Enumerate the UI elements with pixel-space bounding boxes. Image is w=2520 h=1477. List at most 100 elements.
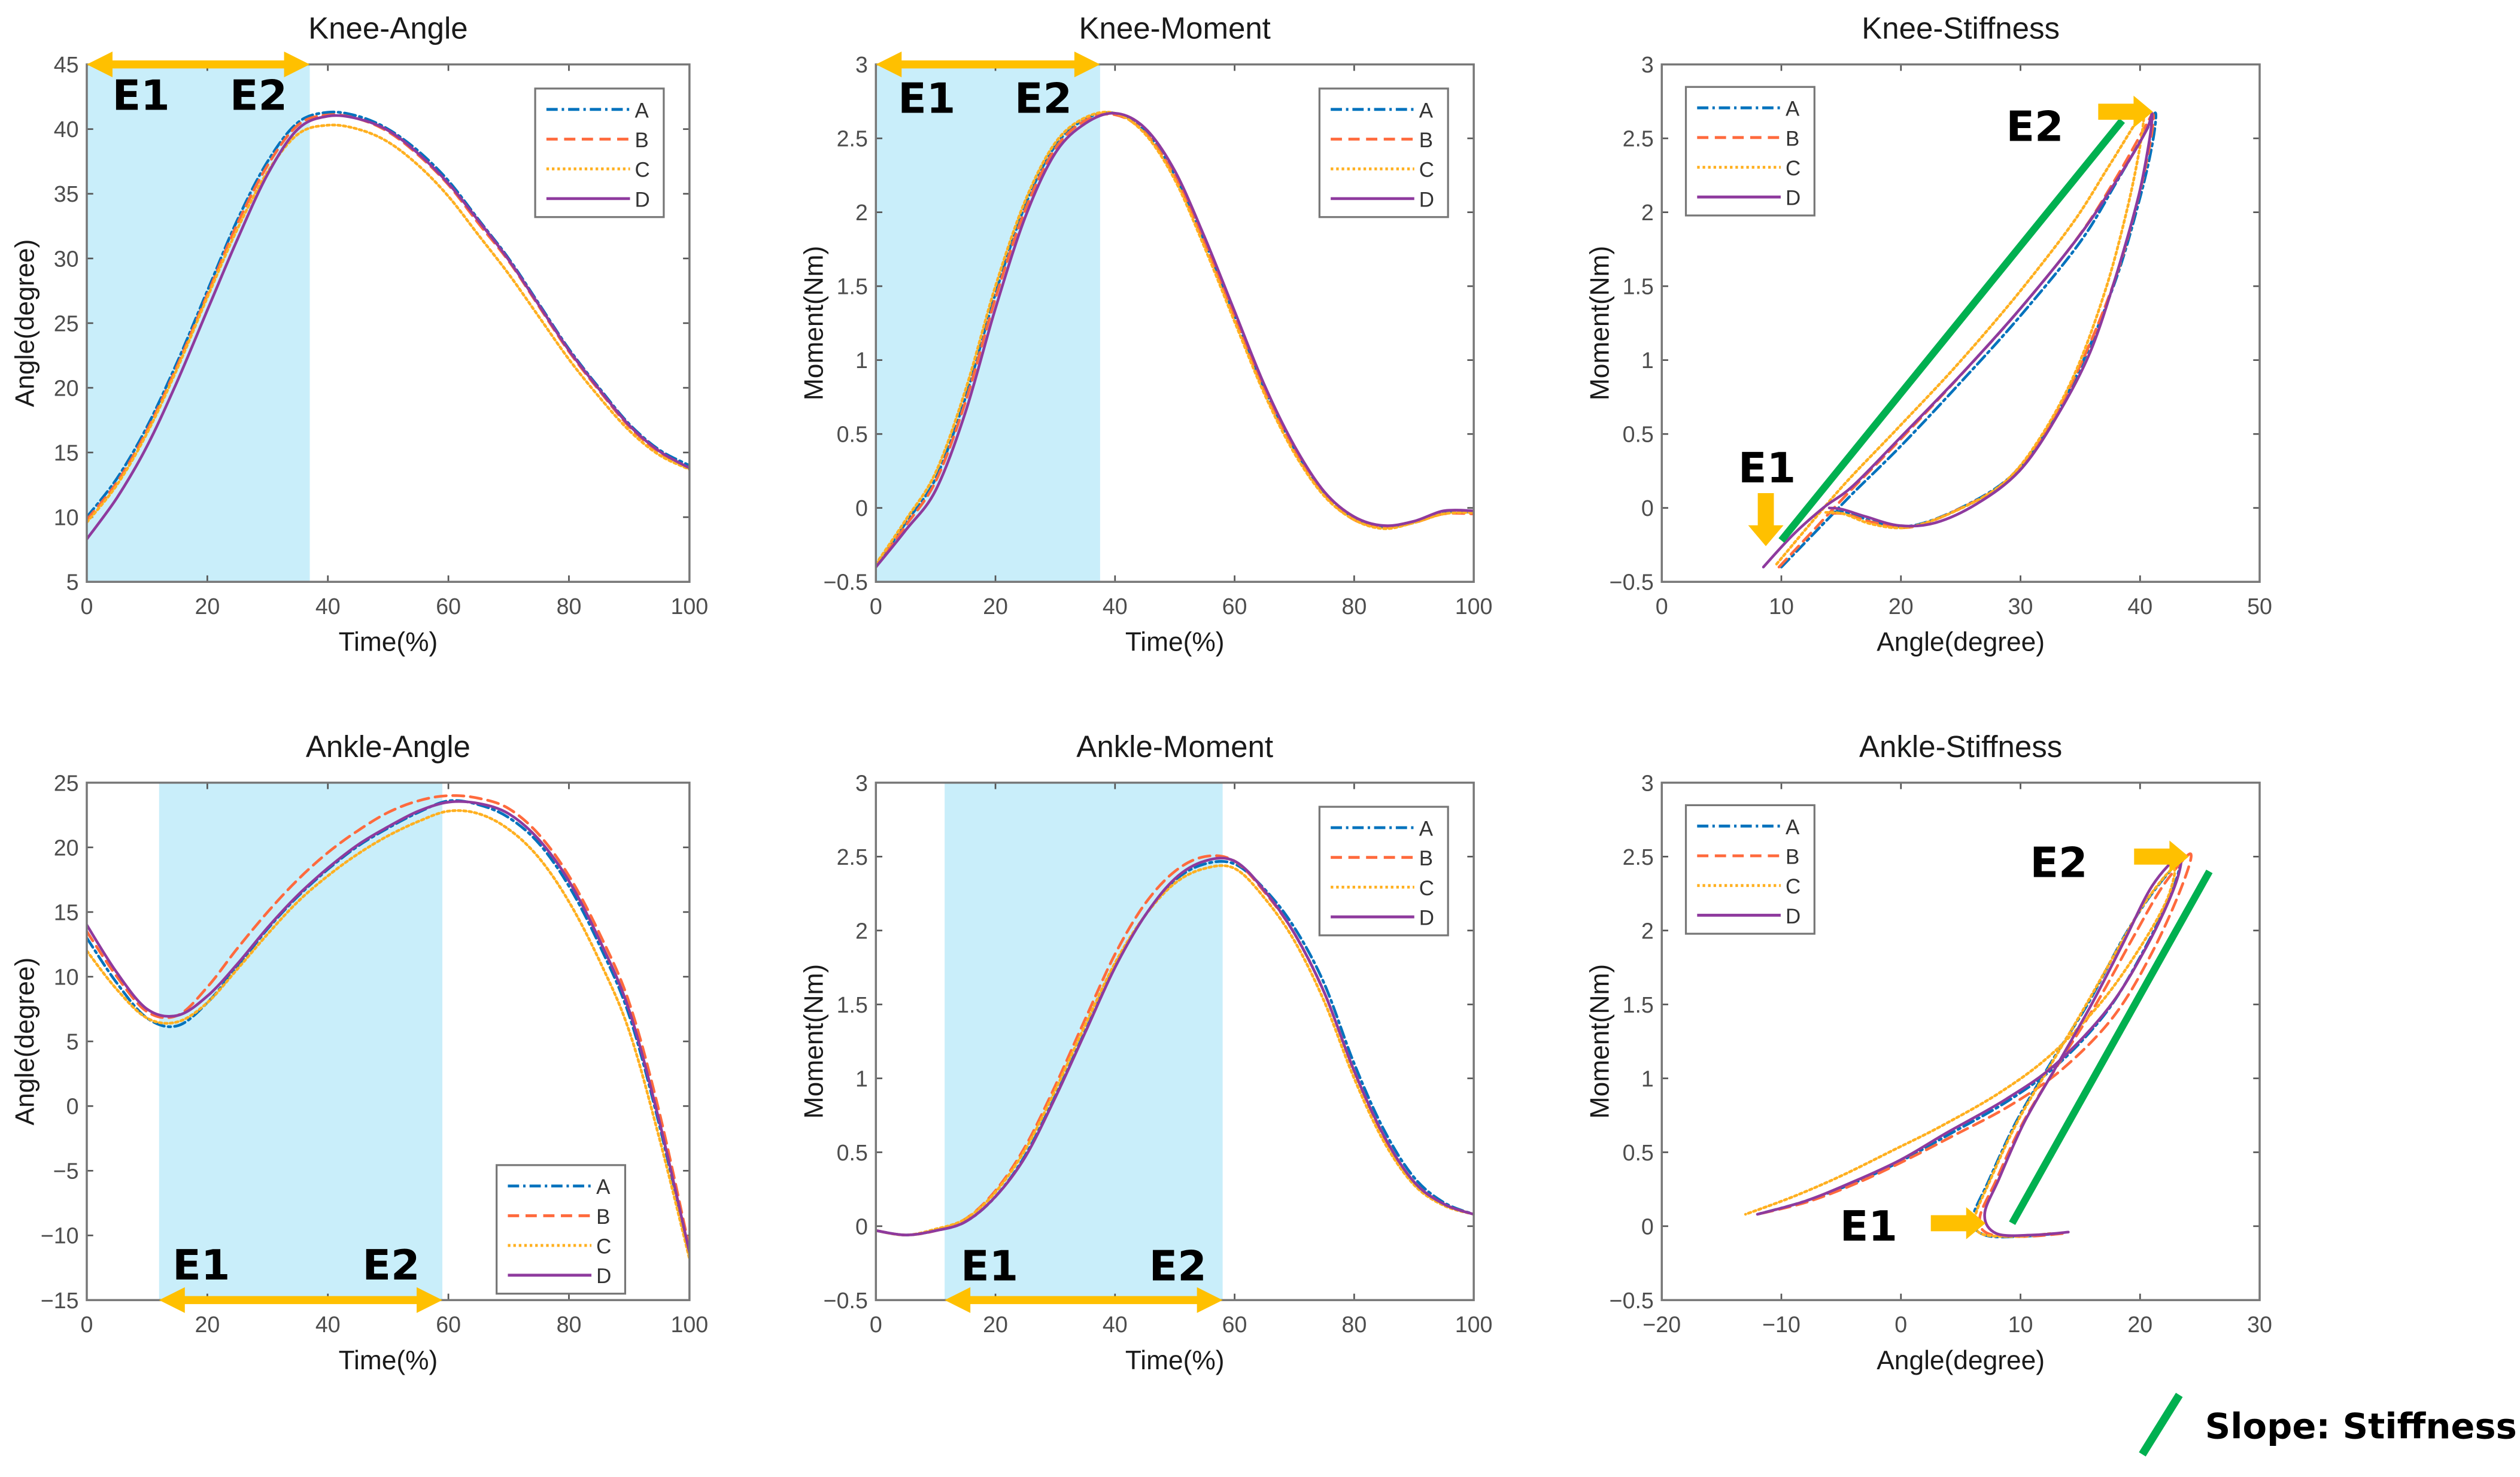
y-tick-label: 3 bbox=[855, 52, 868, 77]
y-tick-label: −0.5 bbox=[1610, 570, 1654, 595]
legend-label-a: A bbox=[635, 99, 649, 122]
y-tick-label: 1.5 bbox=[837, 992, 868, 1017]
y-tick-label: 0 bbox=[1641, 1214, 1654, 1239]
y-tick-label: 2 bbox=[855, 918, 868, 943]
y-tick-label: −0.5 bbox=[1610, 1288, 1654, 1313]
arrow-shaft bbox=[175, 1296, 427, 1305]
arrow-head-left bbox=[159, 1287, 185, 1313]
x-tick-label: 80 bbox=[1341, 594, 1367, 619]
legend-label-d: D bbox=[1786, 905, 1801, 928]
series-group bbox=[86, 110, 690, 541]
slope-legend-line bbox=[2139, 1393, 2183, 1457]
legend-label-c: C bbox=[1419, 877, 1434, 900]
legend-label-a: A bbox=[1419, 99, 1434, 122]
x-tick-label: 80 bbox=[557, 1312, 582, 1337]
y-axis-label: Angle(degree) bbox=[10, 239, 40, 408]
shaded-region bbox=[945, 782, 1223, 1300]
arrow-shaft bbox=[102, 60, 294, 69]
plot-frame bbox=[1660, 63, 2261, 583]
y-tick-label: 2.5 bbox=[1623, 126, 1654, 151]
y-tick-label: 1 bbox=[855, 348, 868, 373]
chart-ankle-angle: Ankle-Angle Time(%) Angle(degree) 0 20 40 60 80… bbox=[10, 730, 708, 1375]
legend-label-b: B bbox=[1786, 845, 1799, 868]
legend-label-c: C bbox=[596, 1235, 611, 1259]
y-tick-label: 2 bbox=[855, 200, 868, 225]
chart-knee-angle: Knee-Angle Time(%) Angle(degree) 0 20 40 60 80 1… bbox=[10, 11, 708, 657]
arrow-head-right bbox=[1074, 51, 1100, 78]
x-tick-label: −10 bbox=[1762, 1312, 1801, 1337]
y-tick-label: 0 bbox=[66, 1094, 79, 1119]
x-tick-label: 80 bbox=[1341, 1312, 1367, 1337]
y-tick-label: 0 bbox=[855, 1214, 868, 1239]
arrow-head-right bbox=[1197, 1287, 1223, 1313]
x-tick-label: 60 bbox=[436, 1312, 461, 1337]
x-tick-label: 100 bbox=[1455, 594, 1493, 619]
x-tick-label: 0 bbox=[1656, 594, 1668, 619]
event-label-e1: E1 bbox=[898, 75, 955, 123]
legend-label-c: C bbox=[1786, 875, 1801, 898]
y-tick-label: 5 bbox=[66, 570, 79, 595]
y-tick-label: 3 bbox=[855, 770, 868, 795]
block-arrow-right bbox=[2134, 840, 2189, 873]
y-tick-label: 20 bbox=[54, 375, 79, 400]
series-line-c bbox=[86, 123, 690, 524]
series-line-c bbox=[86, 809, 690, 1260]
legend-label-b: B bbox=[1786, 127, 1799, 150]
x-tick-label: 0 bbox=[870, 594, 882, 619]
x-tick-label: 60 bbox=[1222, 1312, 1247, 1337]
block-arrow-right bbox=[1930, 1207, 1985, 1239]
arrow-shaft bbox=[961, 1296, 1207, 1305]
y-tick-label: 30 bbox=[54, 246, 79, 271]
event-label-e1: E1 bbox=[1840, 1202, 1897, 1251]
event-label-e1: E1 bbox=[961, 1242, 1018, 1291]
x-tick-label: 0 bbox=[81, 1312, 93, 1337]
y-tick-label: 5 bbox=[66, 1029, 79, 1054]
y-tick-label: −0.5 bbox=[824, 570, 868, 595]
legend-label-c: C bbox=[635, 159, 650, 182]
series-line-d bbox=[876, 111, 1474, 569]
arrow-head-right bbox=[417, 1287, 443, 1313]
legend-label-d: D bbox=[1786, 187, 1801, 210]
y-tick-label: 2 bbox=[1641, 918, 1654, 943]
y-tick-label: 25 bbox=[54, 770, 79, 795]
y-tick-label: 1.5 bbox=[837, 274, 868, 299]
y-tick-label: 2.5 bbox=[837, 126, 868, 151]
x-axis-label: Time(%) bbox=[339, 1346, 438, 1375]
y-tick-label: 0.5 bbox=[837, 422, 868, 447]
x-tick-label: 100 bbox=[1455, 1312, 1493, 1337]
chart-title: Ankle-Moment bbox=[1076, 730, 1273, 764]
series-group bbox=[1762, 110, 2157, 569]
y-tick-label: 1 bbox=[1641, 1066, 1654, 1091]
x-tick-label: 20 bbox=[983, 1312, 1008, 1337]
y-tick-label: 3 bbox=[1641, 770, 1654, 795]
shaded-region bbox=[86, 64, 310, 582]
phase-range-arrow bbox=[876, 51, 1100, 78]
y-axis-label: Angle(degree) bbox=[10, 958, 40, 1126]
series-group bbox=[876, 111, 1474, 569]
chart-title: Ankle-Angle bbox=[306, 730, 470, 764]
legend-label-a: A bbox=[1786, 816, 1800, 839]
arrow-shaft bbox=[892, 60, 1084, 69]
y-axis-label: Moment(Nm) bbox=[1586, 246, 1615, 400]
x-tick-label: 40 bbox=[315, 594, 341, 619]
y-tick-label: −10 bbox=[41, 1223, 79, 1248]
x-tick-label: 40 bbox=[2127, 594, 2152, 619]
y-tick-label: 0.5 bbox=[837, 1140, 868, 1165]
y-tick-label: 2.5 bbox=[1623, 844, 1654, 870]
series-group bbox=[86, 794, 690, 1260]
x-axis-label: Time(%) bbox=[339, 628, 438, 657]
slope-legend-label: Slope: Stiffness bbox=[2205, 1405, 2517, 1446]
legend-label-d: D bbox=[1419, 906, 1434, 929]
event-label-e2: E2 bbox=[362, 1241, 420, 1290]
x-tick-label: 20 bbox=[195, 594, 220, 619]
x-tick-label: 50 bbox=[2247, 594, 2272, 619]
y-axis-label: Moment(Nm) bbox=[800, 246, 829, 400]
y-axis-label: Moment(Nm) bbox=[800, 964, 829, 1119]
